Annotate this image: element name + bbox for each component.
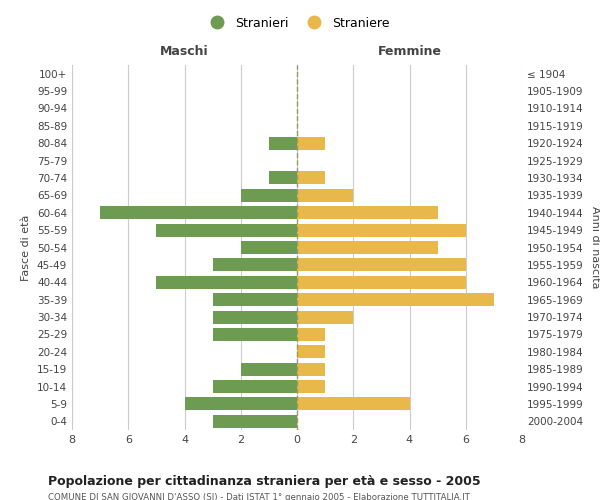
Bar — [297, 172, 325, 184]
Text: Femmine: Femmine — [377, 45, 442, 58]
Bar — [297, 362, 325, 376]
Bar — [241, 241, 297, 254]
Bar — [269, 172, 297, 184]
Bar — [297, 310, 353, 324]
Y-axis label: Anni di nascita: Anni di nascita — [590, 206, 600, 289]
Bar — [212, 328, 297, 341]
Bar — [297, 258, 466, 272]
Bar — [212, 415, 297, 428]
Text: Maschi: Maschi — [160, 45, 209, 58]
Bar — [297, 276, 466, 289]
Bar — [297, 328, 325, 341]
Bar — [297, 136, 325, 149]
Bar — [212, 380, 297, 393]
Bar — [297, 189, 353, 202]
Text: Popolazione per cittadinanza straniera per età e sesso - 2005: Popolazione per cittadinanza straniera p… — [48, 475, 481, 488]
Bar — [297, 206, 437, 220]
Bar — [297, 241, 437, 254]
Bar — [241, 189, 297, 202]
Bar — [212, 310, 297, 324]
Bar — [269, 136, 297, 149]
Bar — [185, 398, 297, 410]
Legend: Stranieri, Straniere: Stranieri, Straniere — [200, 13, 394, 34]
Bar — [297, 224, 466, 236]
Bar — [297, 380, 325, 393]
Bar — [157, 276, 297, 289]
Bar — [297, 398, 409, 410]
Bar — [212, 258, 297, 272]
Bar — [241, 362, 297, 376]
Y-axis label: Fasce di età: Fasce di età — [22, 214, 31, 280]
Bar — [297, 293, 494, 306]
Text: COMUNE DI SAN GIOVANNI D'ASSO (SI) - Dati ISTAT 1° gennaio 2005 - Elaborazione T: COMUNE DI SAN GIOVANNI D'ASSO (SI) - Dat… — [48, 492, 470, 500]
Bar — [157, 224, 297, 236]
Bar — [212, 293, 297, 306]
Bar — [297, 346, 325, 358]
Bar — [100, 206, 297, 220]
